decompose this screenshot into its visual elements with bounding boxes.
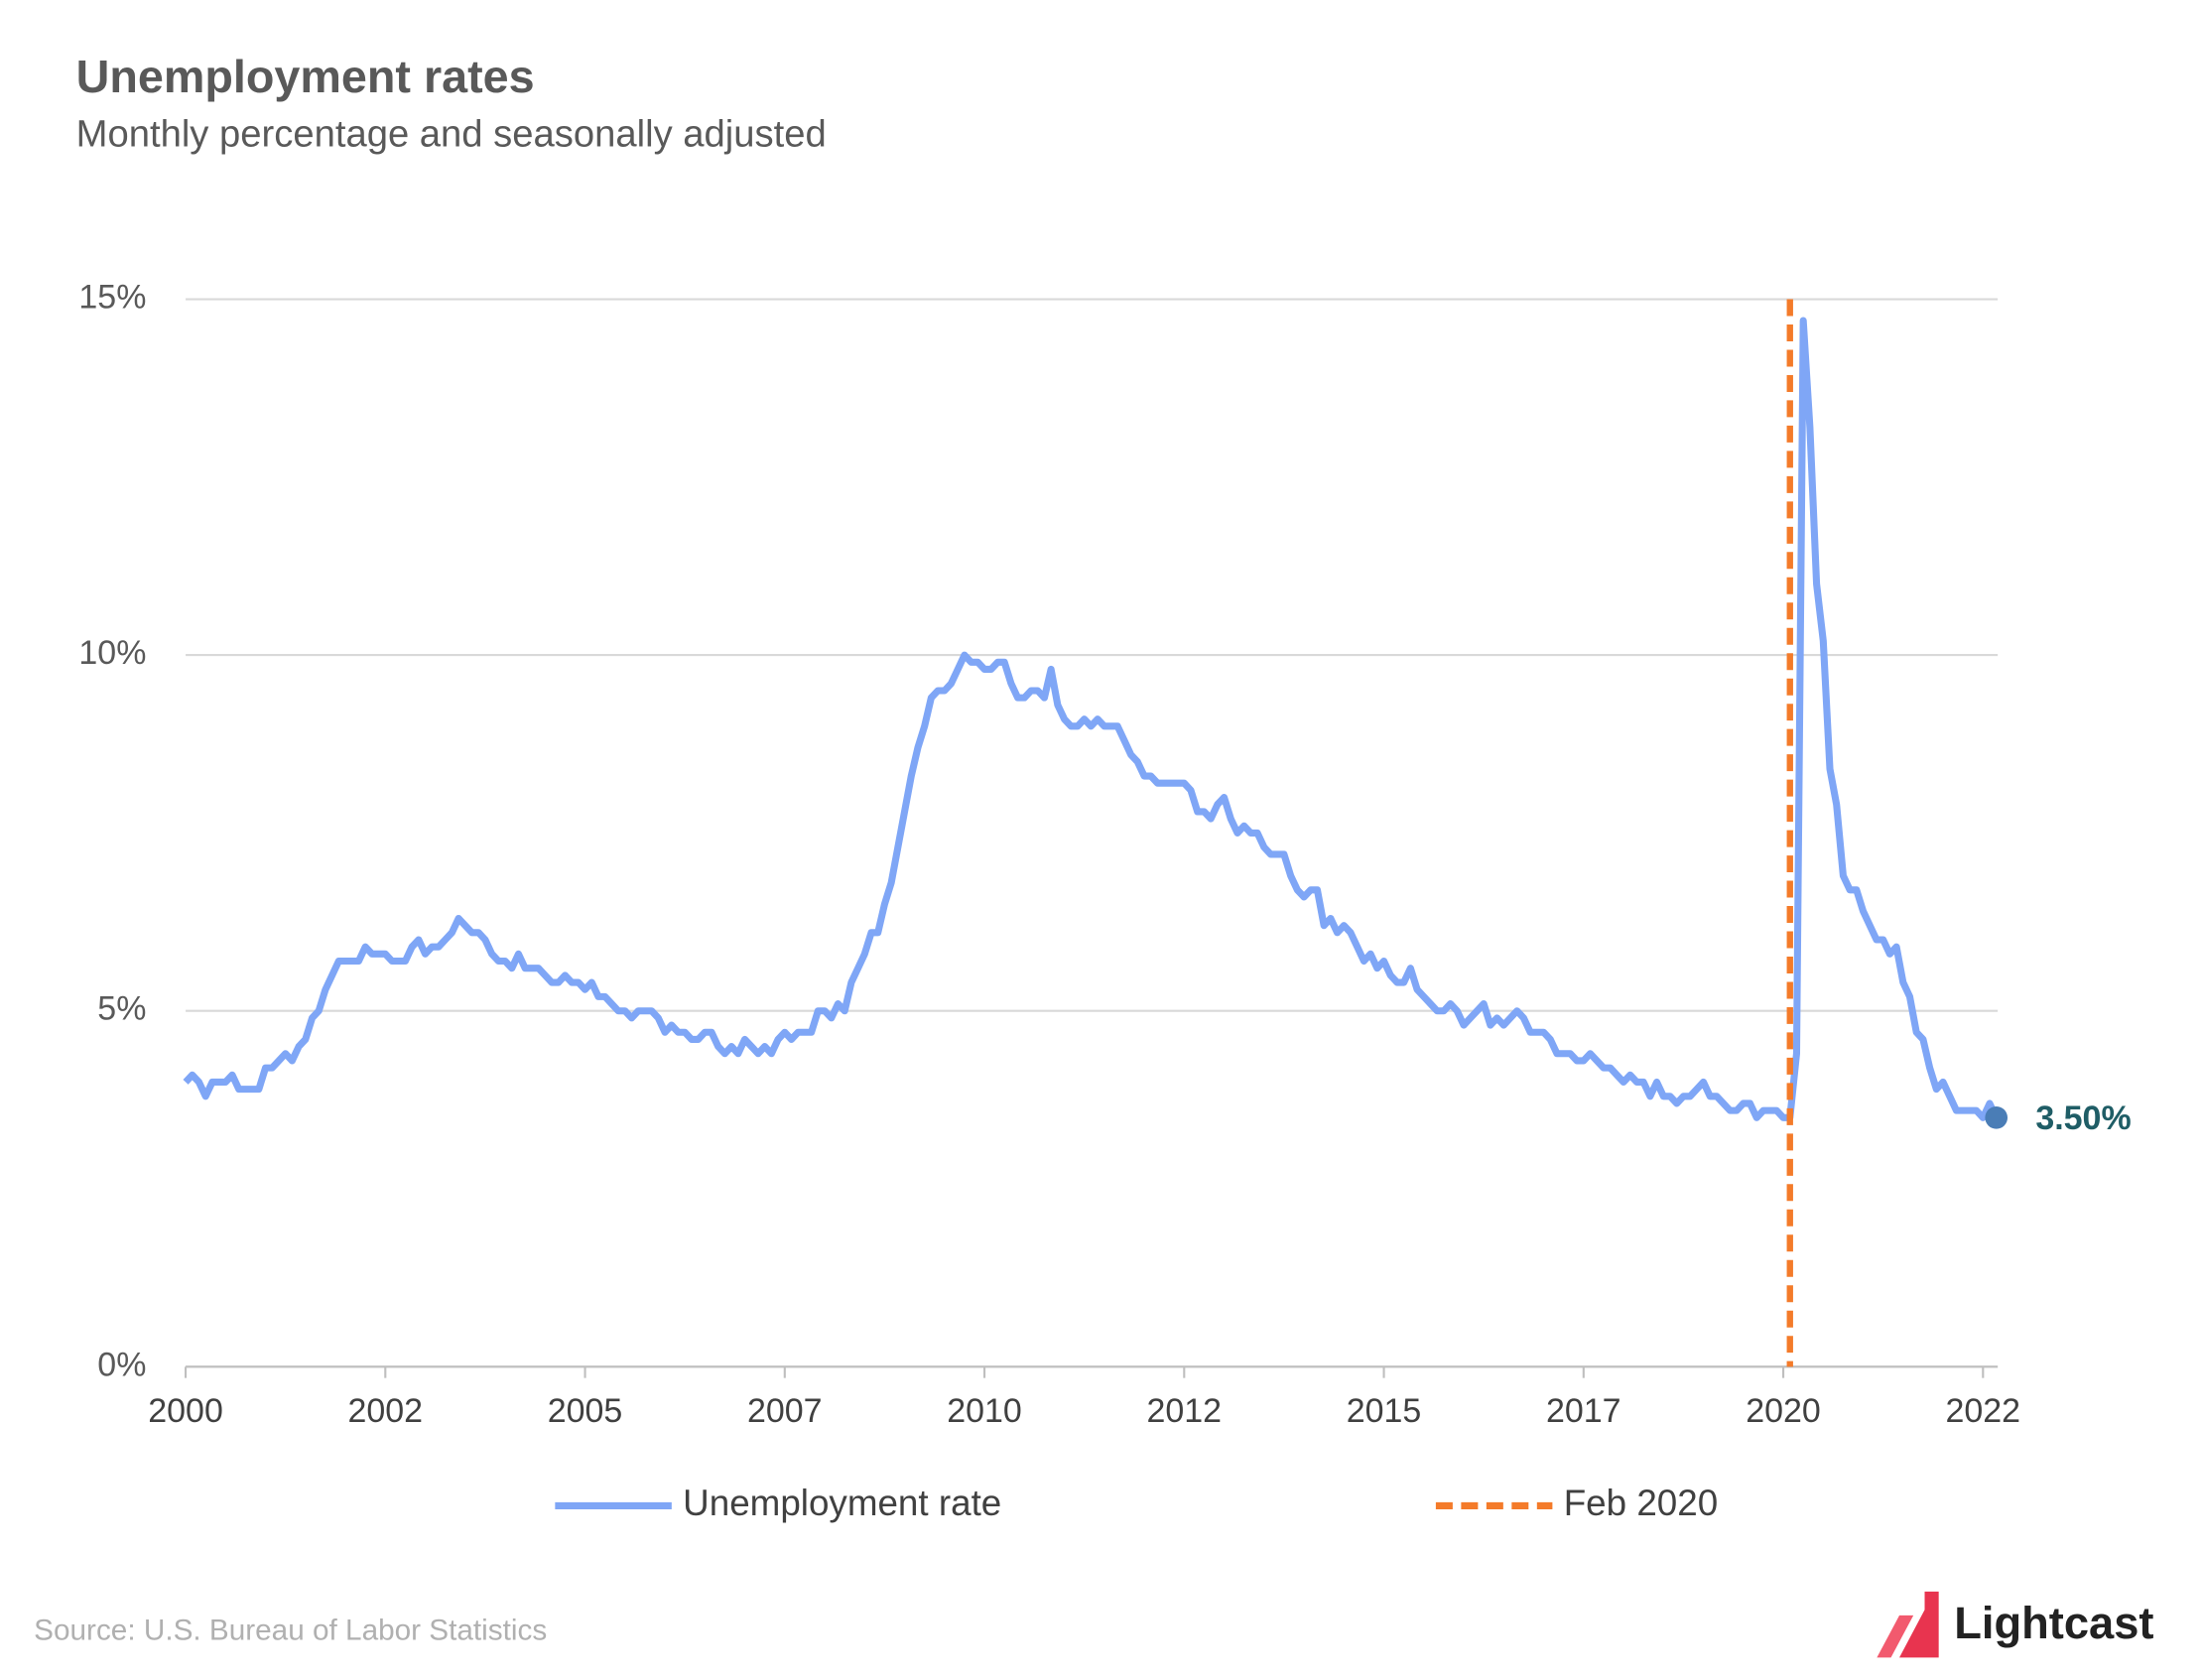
- chart-subtitle: Monthly percentage and seasonally adjust…: [76, 112, 827, 155]
- brand-logo: [1877, 1591, 1939, 1658]
- brand-name: Lightcast: [1954, 1598, 2153, 1648]
- x-tick-label: 2022: [1946, 1392, 2021, 1430]
- legend-label: Unemployment rate: [683, 1483, 1001, 1523]
- x-tick-label: 2000: [148, 1392, 223, 1430]
- x-tick-label: 2020: [1746, 1392, 1821, 1430]
- end-point: [1985, 1105, 2009, 1129]
- x-tick-label: 2015: [1347, 1392, 1422, 1430]
- chart-title: Unemployment rates: [76, 51, 535, 102]
- x-tick-label: 2017: [1546, 1392, 1621, 1430]
- x-tick-label: 2012: [1147, 1392, 1223, 1430]
- end-value-label: 3.50%: [2035, 1099, 2131, 1137]
- y-tick-label: 15%: [78, 278, 146, 316]
- y-tick-label: 10%: [78, 634, 146, 672]
- y-tick-label: 0%: [97, 1346, 146, 1383]
- y-tick-label: 5%: [97, 990, 146, 1028]
- x-tick-label: 2005: [548, 1392, 623, 1430]
- legend-label: Feb 2020: [1564, 1483, 1719, 1523]
- source-note: Source: U.S. Bureau of Labor Statistics: [34, 1615, 547, 1647]
- x-tick-label: 2007: [747, 1392, 823, 1430]
- series-line: [183, 317, 2000, 1121]
- x-tick-label: 2010: [947, 1392, 1022, 1430]
- x-tick-label: 2002: [348, 1392, 424, 1430]
